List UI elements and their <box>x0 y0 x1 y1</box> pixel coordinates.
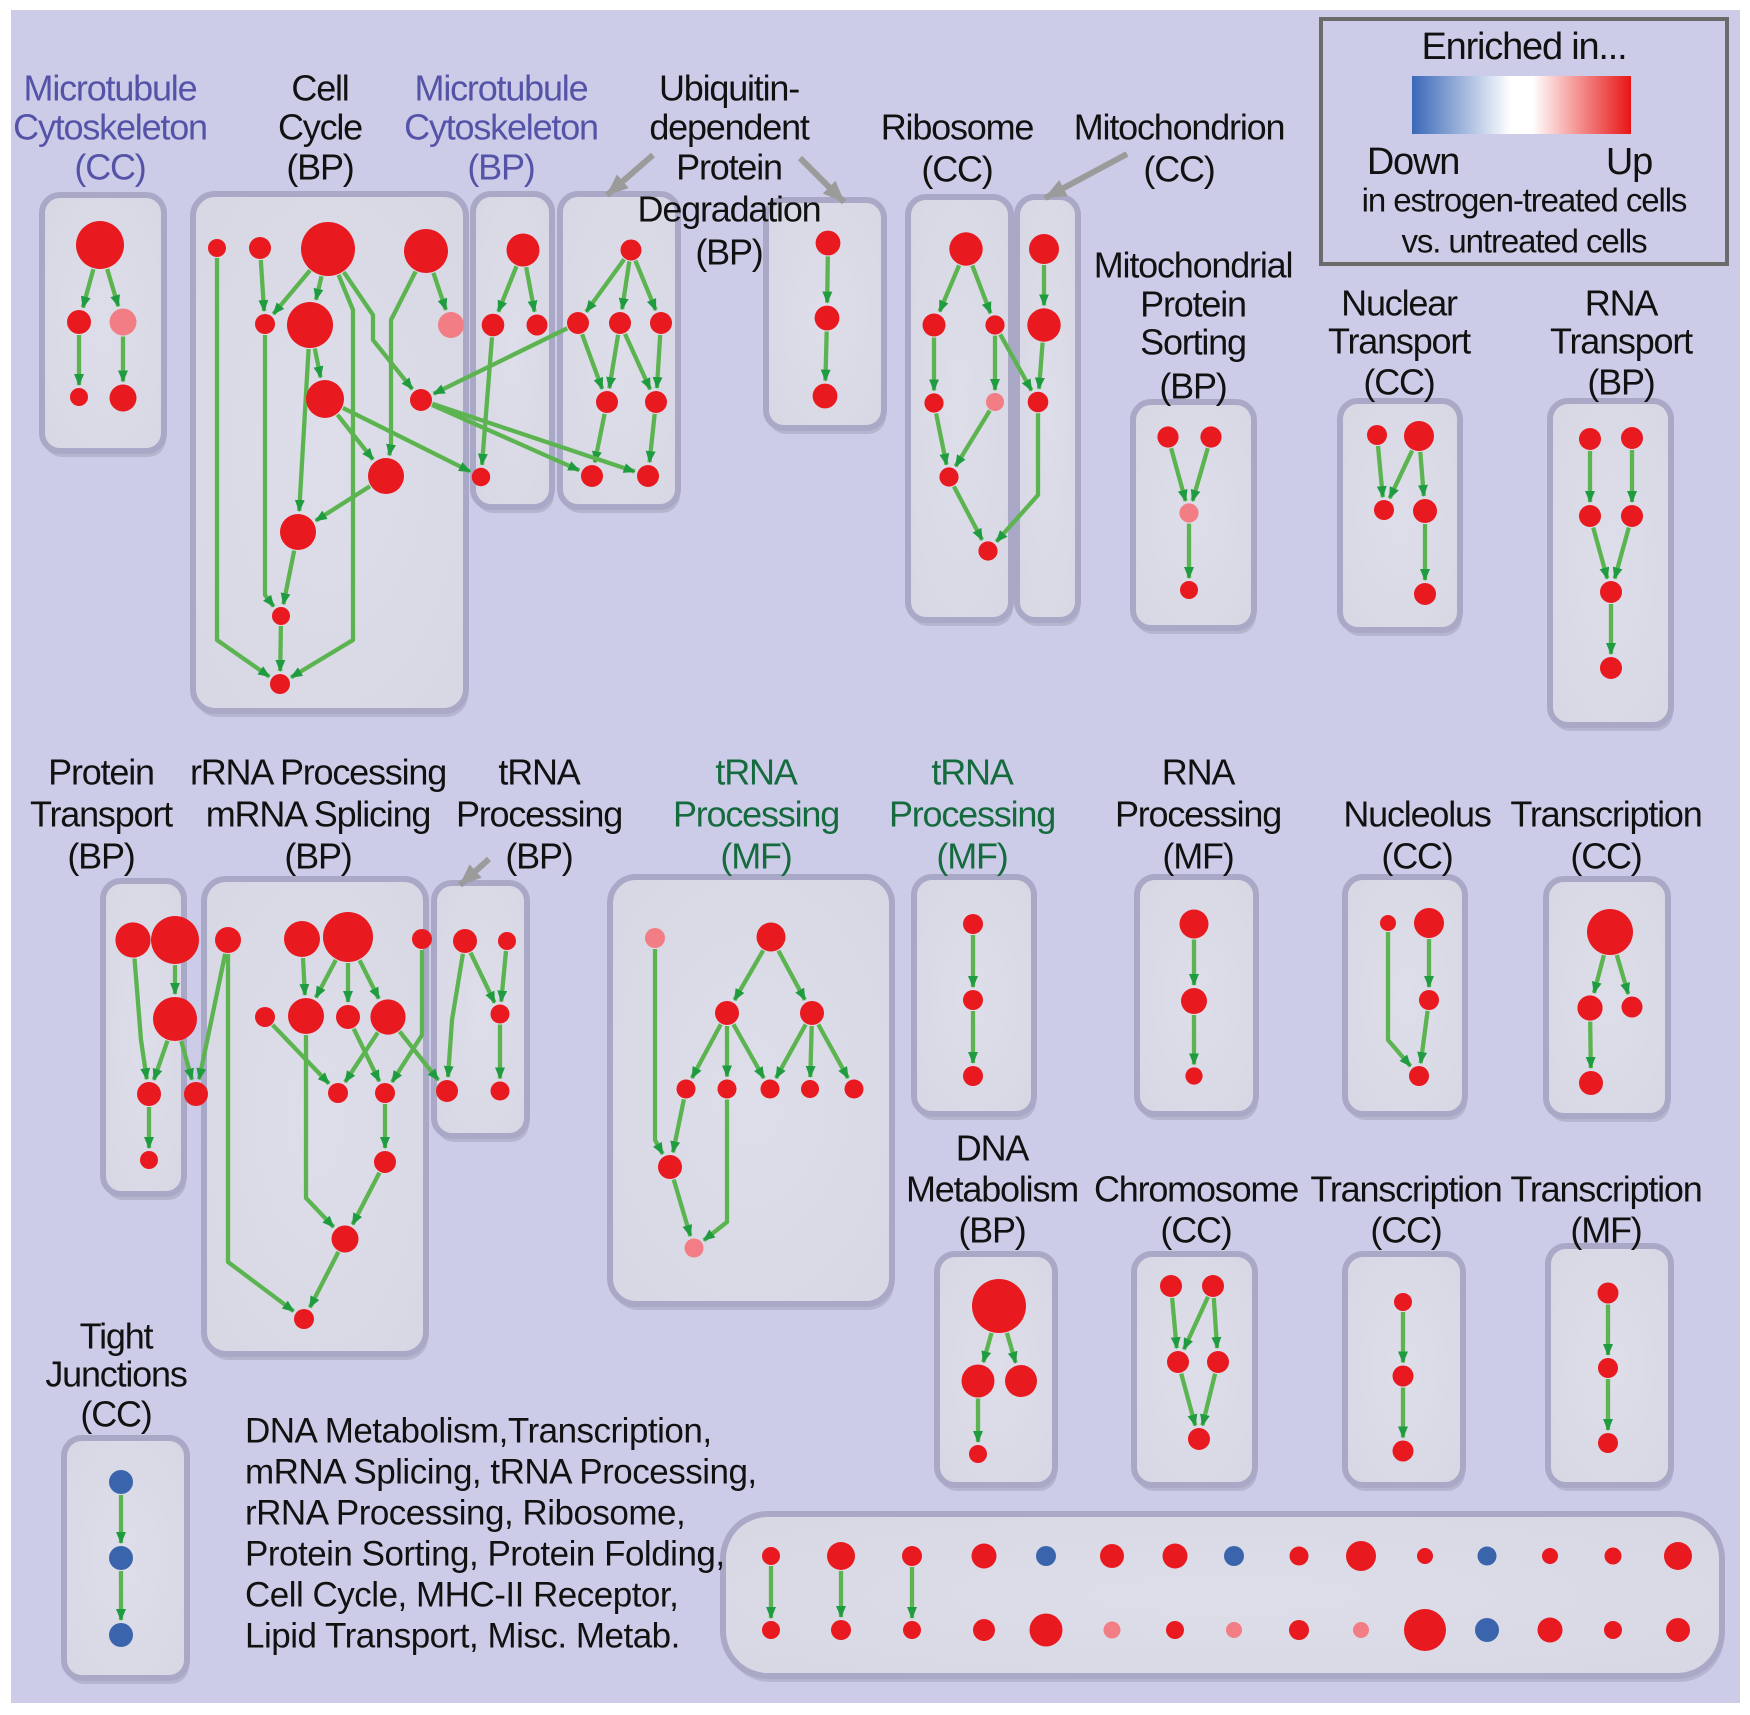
svg-text:Transcription: Transcription <box>1310 1169 1501 1210</box>
svg-text:(BP): (BP) <box>467 147 534 188</box>
svg-text:(MF): (MF) <box>1162 836 1233 877</box>
svg-text:(CC): (CC) <box>80 1394 151 1435</box>
svg-text:Protein: Protein <box>676 147 782 188</box>
svg-text:Tight: Tight <box>80 1316 154 1357</box>
svg-text:(BP): (BP) <box>505 836 572 877</box>
svg-text:(CC): (CC) <box>1570 836 1641 877</box>
svg-text:(MF): (MF) <box>936 836 1007 877</box>
svg-text:(BP): (BP) <box>67 836 134 877</box>
svg-text:(BP): (BP) <box>1587 362 1654 403</box>
svg-text:Cell: Cell <box>291 68 348 109</box>
svg-text:Microtubule: Microtubule <box>415 68 588 109</box>
svg-text:vs. untreated cells: vs. untreated cells <box>1401 223 1647 260</box>
svg-text:Cytoskeleton: Cytoskeleton <box>13 107 207 148</box>
svg-text:(BP): (BP) <box>1159 366 1226 407</box>
svg-text:(MF): (MF) <box>720 836 791 877</box>
svg-text:Cell Cycle, MHC-II Receptor,: Cell Cycle, MHC-II Receptor, <box>245 1576 678 1615</box>
svg-text:Enriched in...: Enriched in... <box>1422 26 1627 68</box>
svg-text:Mitochondrial: Mitochondrial <box>1094 245 1293 286</box>
svg-text:Junctions: Junctions <box>45 1354 186 1395</box>
svg-text:(CC): (CC) <box>1363 362 1434 403</box>
svg-text:in estrogen-treated cells: in estrogen-treated cells <box>1362 182 1687 219</box>
svg-text:mRNA Splicing, tRNA Processing: mRNA Splicing, tRNA Processing, <box>245 1453 757 1492</box>
svg-text:Mitochondrion: Mitochondrion <box>1074 107 1285 148</box>
svg-text:Sorting: Sorting <box>1140 322 1246 363</box>
svg-text:Transport: Transport <box>30 794 173 835</box>
svg-text:RNA: RNA <box>1585 283 1659 324</box>
svg-text:(CC): (CC) <box>74 147 145 188</box>
svg-text:tRNA: tRNA <box>498 752 580 793</box>
svg-text:Processing: Processing <box>456 794 622 835</box>
svg-text:tRNA: tRNA <box>715 752 797 793</box>
svg-text:DNA Metabolism,Transcription,: DNA Metabolism,Transcription, <box>245 1412 712 1451</box>
svg-text:Transport: Transport <box>1550 321 1693 362</box>
svg-text:Lipid Transport, Misc. Metab.: Lipid Transport, Misc. Metab. <box>245 1617 680 1656</box>
svg-text:Processing: Processing <box>673 794 839 835</box>
svg-text:(CC): (CC) <box>1381 836 1452 877</box>
svg-text:Protein Sorting, Protein Foldi: Protein Sorting, Protein Folding, <box>245 1535 725 1574</box>
svg-text:Transcription: Transcription <box>1510 794 1701 835</box>
svg-text:Chromosome: Chromosome <box>1094 1169 1298 1210</box>
svg-text:DNA: DNA <box>956 1128 1030 1169</box>
svg-text:Up: Up <box>1606 141 1652 183</box>
svg-text:Transcription: Transcription <box>1510 1169 1701 1210</box>
svg-text:tRNA: tRNA <box>931 752 1013 793</box>
svg-text:Processing: Processing <box>889 794 1055 835</box>
svg-text:(CC): (CC) <box>1370 1210 1441 1251</box>
svg-text:Transport: Transport <box>1328 321 1471 362</box>
svg-text:(BP): (BP) <box>286 147 353 188</box>
svg-text:Metabolism: Metabolism <box>906 1169 1078 1210</box>
svg-text:Protein: Protein <box>1140 284 1246 325</box>
svg-text:(CC): (CC) <box>921 149 992 190</box>
svg-text:(CC): (CC) <box>1143 149 1214 190</box>
svg-text:Nuclear: Nuclear <box>1341 283 1458 324</box>
svg-text:Degradation: Degradation <box>638 189 821 230</box>
svg-text:(BP): (BP) <box>695 232 762 273</box>
svg-text:(BP): (BP) <box>958 1210 1025 1251</box>
svg-text:RNA: RNA <box>1162 752 1236 793</box>
svg-text:rRNA Processing, Ribosome,: rRNA Processing, Ribosome, <box>245 1494 685 1533</box>
svg-text:Ubiquitin-: Ubiquitin- <box>659 68 799 109</box>
svg-text:Microtubule: Microtubule <box>24 68 197 109</box>
svg-text:Protein: Protein <box>48 752 154 793</box>
svg-text:mRNA Splicing: mRNA Splicing <box>206 794 430 835</box>
svg-text:Ribosome: Ribosome <box>881 107 1034 148</box>
svg-text:Cytoskeleton: Cytoskeleton <box>404 107 598 148</box>
svg-text:Processing: Processing <box>1115 794 1281 835</box>
svg-text:Down: Down <box>1367 141 1459 183</box>
svg-text:(MF): (MF) <box>1570 1210 1641 1251</box>
svg-text:rRNA Processing: rRNA Processing <box>190 752 446 793</box>
svg-text:Cycle: Cycle <box>278 107 362 148</box>
svg-text:(BP): (BP) <box>284 836 351 877</box>
svg-text:dependent: dependent <box>649 107 810 148</box>
svg-text:(CC): (CC) <box>1160 1210 1231 1251</box>
svg-text:Nucleolus: Nucleolus <box>1343 794 1490 835</box>
